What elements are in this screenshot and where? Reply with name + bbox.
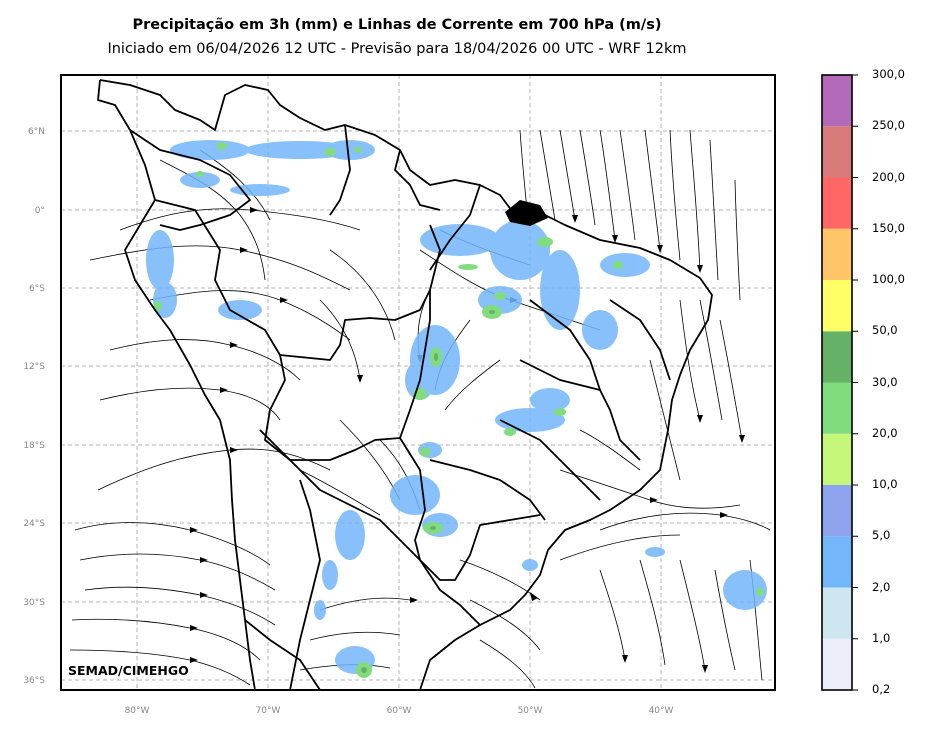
colorbar-segment (822, 485, 852, 537)
credit-label: SEMAD/CIMEHGO (68, 663, 189, 678)
colorbar-segment (822, 638, 852, 690)
colorbar-label: 200,0 (872, 169, 905, 184)
colorbar-segment (822, 75, 852, 127)
colorbar-label: 0,2 (872, 682, 891, 696)
colorbar-segment (822, 126, 852, 178)
marajo-island (505, 200, 548, 226)
colorbar (822, 74, 858, 691)
colorbar-segment (822, 536, 852, 588)
colorbar-label: 250,0 (872, 118, 905, 133)
lat-label-6N: 6°N (28, 127, 45, 137)
lon-label-50W: 50°W (518, 706, 543, 716)
streamline-arrows (190, 207, 745, 673)
lat-label-24S: 24°S (23, 519, 45, 529)
map-subtitle: Iniciado em 06/04/2026 12 UTC - Previsão… (107, 41, 687, 57)
lon-label-80W: 80°W (125, 706, 150, 716)
colorbar-frame (821, 74, 853, 691)
colorbar-label: 2,0 (872, 579, 891, 594)
colorbar-label: 50,0 (872, 323, 898, 338)
lat-label-30S: 30°S (23, 598, 45, 608)
lat-label-18S: 18°S (23, 441, 45, 451)
streamlines (69, 129, 771, 689)
lon-label-60W: 60°W (387, 706, 412, 716)
lon-label-70W: 70°W (256, 706, 281, 716)
colorbar-segment (822, 177, 852, 229)
colorbar-label: 150,0 (872, 220, 905, 235)
colorbar-segment (822, 587, 852, 639)
colorbar-segment (822, 228, 852, 280)
precipitation-areas (146, 140, 767, 678)
colorbar-label: 30,0 (872, 374, 898, 389)
lat-label-6S: 6°S (29, 284, 45, 294)
colorbar-segment (822, 280, 852, 332)
colorbar-label: 20,0 (872, 425, 898, 440)
map-frame (60, 74, 776, 691)
colorbar-segment (822, 382, 852, 434)
colorbar-label: 10,0 (872, 477, 898, 491)
map-title: Precipitação em 3h (mm) e Linhas de Corr… (132, 17, 662, 33)
colorbar-segment (822, 331, 852, 383)
lon-label-40W: 40°W (649, 706, 674, 716)
lat-label-0: 0° (35, 206, 45, 216)
colorbar-label: 300,0 (872, 67, 905, 81)
colorbar-segment (822, 433, 852, 485)
coastlines-and-borders (97, 79, 713, 690)
colorbar-label: 5,0 (872, 528, 891, 543)
lat-label-36S: 36°S (23, 676, 45, 686)
lat-label-12S: 12°S (23, 362, 45, 372)
colorbar-label: 100,0 (872, 272, 905, 286)
colorbar-label: 1,0 (872, 630, 891, 645)
